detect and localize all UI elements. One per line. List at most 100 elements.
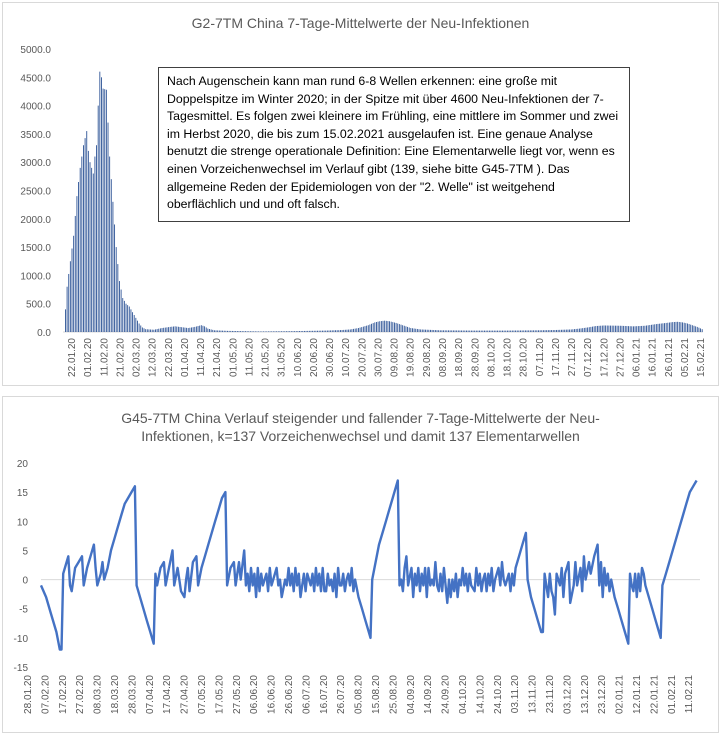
bar (495, 330, 497, 332)
bar (109, 156, 111, 332)
x-tick-label: 10.06.20 (293, 338, 304, 377)
bar (452, 330, 454, 332)
bar (353, 328, 354, 332)
bar (151, 329, 153, 332)
bar (112, 201, 114, 332)
bar (613, 325, 615, 332)
bar (565, 329, 567, 332)
bar (223, 330, 225, 332)
chart-panel-g45: G45-7TM China Verlauf steigender und fal… (2, 396, 719, 733)
x-tick-label: 07.12.20 (583, 338, 594, 377)
bar (557, 329, 559, 332)
bar (531, 330, 533, 332)
bar (65, 309, 66, 332)
bar (423, 329, 425, 332)
bar (443, 330, 445, 332)
bar (130, 309, 132, 332)
bar (518, 330, 520, 332)
bar (516, 330, 518, 332)
bar (186, 327, 188, 332)
bar (317, 330, 318, 332)
x-tick-label: 29.08.20 (422, 338, 433, 377)
bar (562, 329, 564, 332)
bar (475, 330, 477, 332)
bar (68, 273, 70, 332)
y-tick-label: 500.0 (26, 300, 51, 311)
bar (405, 326, 407, 332)
y-tick-label: 20 (17, 459, 29, 470)
bar (665, 322, 667, 332)
bar (330, 330, 332, 332)
bar (577, 328, 579, 332)
bar (259, 331, 261, 332)
x-tick-label: 15.08.20 (371, 675, 382, 714)
x-tick-label: 20.07.20 (357, 338, 368, 377)
bar (438, 330, 440, 332)
bar (470, 330, 472, 332)
bar (567, 329, 569, 332)
bar (528, 330, 530, 332)
y-tick-label: 4000.0 (20, 102, 51, 113)
bar (606, 325, 608, 332)
bar (294, 331, 296, 332)
bar (646, 325, 647, 332)
bar (413, 328, 415, 332)
bar (664, 323, 665, 332)
bar (120, 289, 122, 332)
bar (135, 317, 137, 332)
bar (292, 331, 294, 332)
bar (207, 328, 209, 332)
bar (449, 330, 451, 332)
bar (101, 77, 102, 332)
bar (222, 330, 224, 332)
bar (387, 321, 389, 332)
bar (610, 325, 611, 332)
x-tick-label: 24.09.20 (441, 675, 452, 714)
bar (210, 329, 212, 332)
bar (349, 329, 351, 332)
bar (146, 329, 148, 332)
y-tick-label: 10 (17, 517, 29, 528)
bar (657, 323, 659, 332)
bar (158, 328, 160, 332)
bar (546, 330, 548, 332)
bar (574, 329, 575, 332)
bar (541, 330, 543, 332)
bar (515, 330, 517, 332)
bar (104, 89, 106, 332)
bar (644, 325, 646, 332)
x-tick-label: 18.10.20 (503, 338, 514, 377)
bar (523, 330, 525, 332)
bar (284, 331, 286, 332)
bar (428, 329, 430, 332)
bar (254, 331, 256, 332)
bar (212, 329, 214, 332)
bar (123, 300, 125, 332)
bar (243, 331, 245, 332)
x-tick-label: 01.02.20 (83, 338, 94, 377)
bar (295, 331, 297, 332)
bar (127, 305, 129, 332)
bar (217, 330, 219, 332)
bar (408, 327, 410, 332)
bar (258, 331, 260, 332)
bar (94, 156, 96, 332)
bar (680, 322, 682, 332)
bar (462, 330, 464, 332)
bar (534, 330, 536, 332)
bar (505, 330, 507, 332)
bar (484, 330, 485, 332)
bar (361, 327, 363, 332)
bar (611, 325, 613, 332)
series-line (39, 479, 698, 651)
bar (683, 322, 685, 332)
bar (632, 326, 634, 332)
x-tick-label: 03.12.20 (562, 675, 573, 714)
bar (344, 329, 346, 332)
bar (336, 330, 338, 332)
bar (289, 331, 291, 332)
x-tick-label: 25.08.20 (388, 675, 399, 714)
bar (536, 330, 538, 332)
bar (320, 330, 322, 332)
bar (556, 329, 557, 332)
